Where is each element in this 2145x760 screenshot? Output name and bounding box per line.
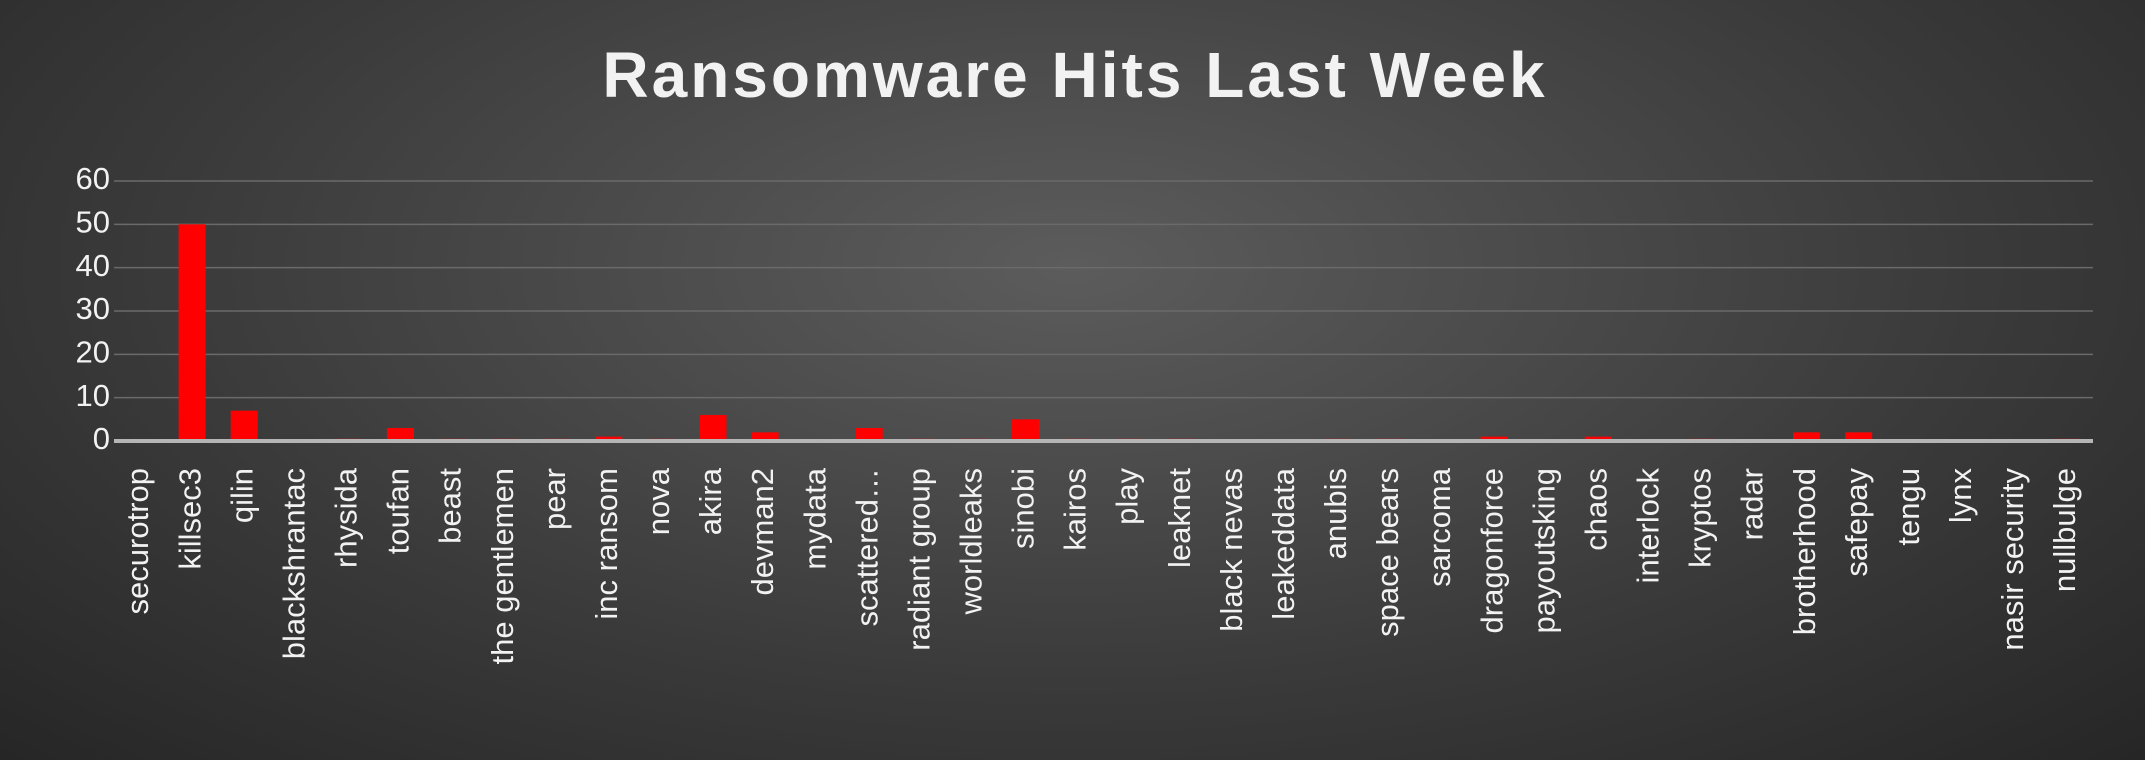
bar bbox=[751, 432, 779, 441]
x-tick-label: radiant group bbox=[901, 468, 936, 651]
x-tick-label: kryptos bbox=[1683, 468, 1718, 568]
x-tick-label: killsec3 bbox=[172, 468, 207, 570]
x-tick-label: leaknet bbox=[1162, 468, 1197, 568]
bar bbox=[1793, 432, 1821, 441]
x-tick-label: the gentlemen bbox=[485, 468, 520, 664]
x-tick-label: play bbox=[1110, 468, 1145, 525]
x-tick-label: rhysida bbox=[329, 467, 364, 568]
x-tick-label: inc ransom bbox=[589, 468, 624, 620]
y-tick-label: 50 bbox=[76, 205, 110, 240]
x-tick-label: radar bbox=[1735, 468, 1770, 540]
bar bbox=[1480, 436, 1508, 441]
x-tick-label: sarcoma bbox=[1422, 467, 1457, 587]
x-tick-label: blackshrantac bbox=[276, 468, 311, 659]
x-tick-label: nova bbox=[641, 467, 676, 535]
y-tick-label: 0 bbox=[93, 421, 110, 456]
x-tick-label: brotherhood bbox=[1787, 468, 1822, 635]
x-tick-label: interlock bbox=[1631, 468, 1666, 584]
x-tick-label: mydata bbox=[797, 467, 832, 569]
bar bbox=[1845, 432, 1873, 441]
x-tick-label: safepay bbox=[1839, 468, 1874, 577]
x-tick-label: beast bbox=[433, 468, 468, 544]
x-tick-label: lynx bbox=[1943, 468, 1978, 524]
x-tick-label: qilin bbox=[224, 468, 259, 523]
x-tick-label: nullbulge bbox=[2047, 468, 2082, 592]
x-tick-label: worldleaks bbox=[953, 468, 988, 615]
x-tick-label: leakeddata bbox=[1266, 467, 1301, 619]
y-tick-label: 40 bbox=[76, 248, 110, 283]
x-tick-label: scattered… bbox=[849, 468, 884, 627]
x-tick-label: space bears bbox=[1370, 468, 1405, 637]
x-tick-label: sinobi bbox=[1006, 468, 1041, 549]
y-tick-label: 60 bbox=[76, 161, 110, 196]
bar bbox=[595, 436, 623, 441]
x-tick-label: toufan bbox=[381, 468, 416, 554]
y-tick-label: 10 bbox=[76, 378, 110, 413]
x-tick-label: kairos bbox=[1058, 468, 1093, 551]
bar bbox=[1584, 436, 1612, 441]
bar bbox=[178, 224, 206, 441]
y-tick-label: 20 bbox=[76, 335, 110, 370]
bar bbox=[1011, 419, 1039, 441]
bar bbox=[230, 410, 258, 441]
x-tick-label: nasir security bbox=[1995, 468, 2030, 651]
chart-title: Ransomware Hits Last Week bbox=[602, 39, 1547, 111]
x-tick-label: devman2 bbox=[745, 468, 780, 596]
bar bbox=[699, 415, 727, 441]
x-tick-label: dragonforce bbox=[1474, 468, 1509, 633]
bar bbox=[855, 428, 883, 441]
x-tick-label: pear bbox=[537, 468, 572, 530]
x-tick-label: tengu bbox=[1891, 468, 1926, 546]
x-tick-label: payoutsking bbox=[1526, 468, 1561, 633]
x-tick-label: anubis bbox=[1318, 468, 1353, 559]
y-tick-label: 30 bbox=[76, 291, 110, 326]
x-tick-label: securotrop bbox=[120, 468, 155, 614]
x-tick-label: chaos bbox=[1578, 468, 1613, 551]
x-tick-label: black nevas bbox=[1214, 468, 1249, 632]
x-tick-label: akira bbox=[693, 467, 728, 535]
bar bbox=[386, 428, 414, 441]
